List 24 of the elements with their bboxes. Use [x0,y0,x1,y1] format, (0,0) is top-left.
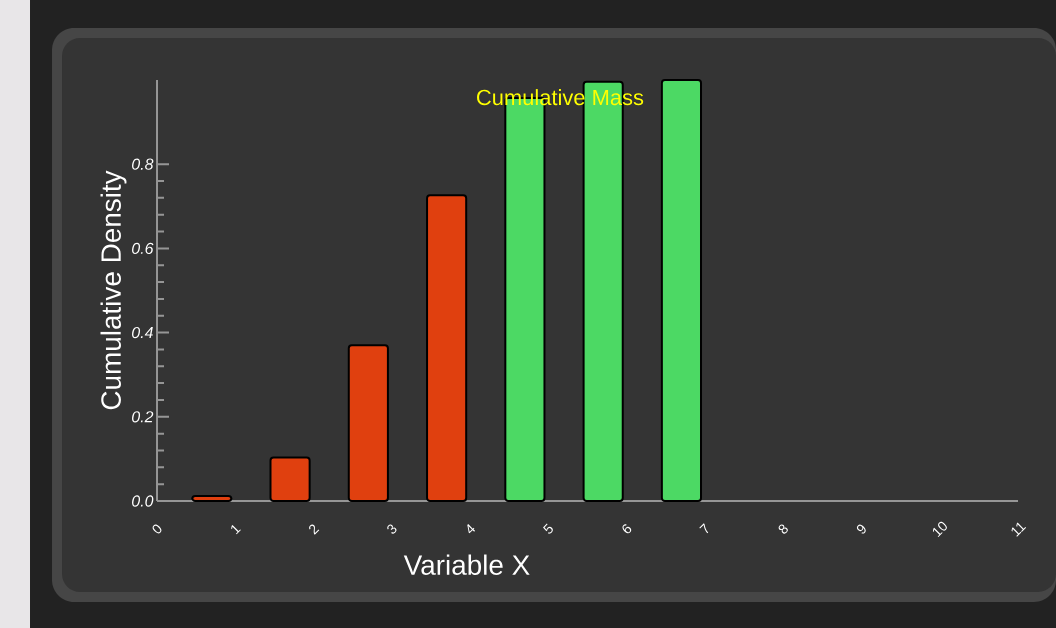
x-tick-label: 7 [699,523,709,534]
x-tick-label: 3 [387,524,397,534]
x-tick-label: 8 [778,524,788,534]
bar [660,78,703,502]
x-tick-label: 1 [231,524,241,535]
x-tick-label: 0 [152,524,162,534]
x-tick-label: 11 [1011,522,1027,537]
x-tick-label: 6 [622,524,632,534]
bar [347,344,389,502]
x-tick-label: 4 [467,524,475,534]
bar [269,456,311,502]
y-tick-label: 0.4 [132,326,153,339]
y-tick-label: 0.8 [132,158,154,170]
y-tick-label: 0.0 [132,495,154,507]
y-tick-label: 0.2 [132,411,154,423]
y-tick-label: 0.6 [132,242,154,255]
bar [426,194,468,502]
bar [191,494,233,502]
x-tick-label: 9 [856,524,866,534]
y-axis-title: Cumulative Density [100,170,127,410]
x-tick-label: 2 [309,524,320,535]
x-tick-label: 10 [932,521,947,538]
x-axis-title: Variable X [403,554,530,575]
x-tick-label: 5 [543,523,553,534]
